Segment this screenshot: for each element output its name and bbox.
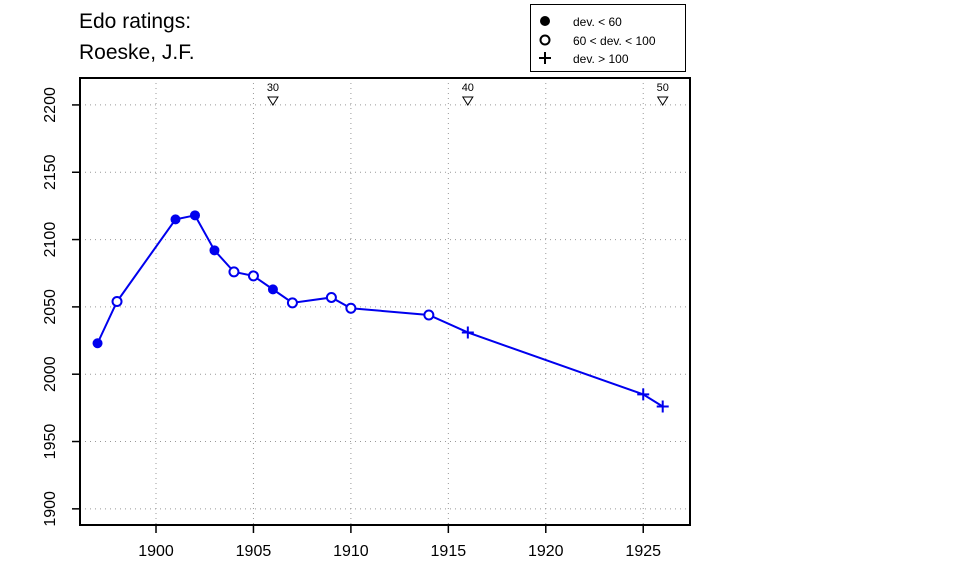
filled-circle-icon: [540, 16, 550, 26]
series-line: [96, 214, 664, 408]
data-point-open: [286, 297, 298, 309]
legend-label: dev. > 100: [573, 52, 629, 66]
legend-label: 60 < dev. < 100: [573, 34, 656, 48]
x-tick-label: 1915: [431, 543, 467, 560]
y-tick-label: 2000: [42, 356, 59, 392]
data-point-open: [111, 296, 123, 307]
annotation-down-triangle: [267, 96, 279, 106]
data-point-open: [247, 270, 259, 282]
data-point-open: [325, 291, 337, 303]
legend-item-filled-circle: dev. < 60: [531, 13, 685, 31]
annotation-label: 50: [657, 82, 669, 94]
y-tick-label: 1950: [42, 424, 59, 460]
data-point-plus: [637, 388, 650, 401]
plus-icon: [539, 52, 551, 64]
annotation-label: 40: [462, 82, 474, 94]
data-point-open: [228, 266, 240, 278]
y-tick-label: 2200: [42, 87, 59, 123]
chart-title-line-2: Roeske, J.F.: [79, 41, 195, 64]
annotation-down-triangle: [461, 96, 474, 106]
x-tick-label: 1905: [236, 543, 272, 560]
x-tick-label: 1900: [138, 543, 174, 560]
data-point-filled: [267, 284, 278, 295]
data-point-plus: [656, 400, 669, 413]
x-tick-label: 1920: [528, 543, 564, 560]
open-circle-icon: [539, 34, 551, 46]
data-point-filled: [170, 214, 181, 225]
legend-item-plus: dev. > 100: [531, 50, 685, 68]
y-tick-label: 2050: [42, 289, 59, 325]
data-point-plus: [461, 326, 474, 339]
x-tick-label: 1925: [625, 543, 661, 560]
x-tick-label: 1910: [333, 543, 369, 560]
data-point-filled: [209, 245, 220, 256]
legend-item-open-circle: 60 < dev. < 100: [531, 32, 685, 50]
legend: dev. < 60 60 < dev. < 100 dev. > 100: [530, 4, 686, 72]
plot-frame: [79, 77, 691, 526]
annotation-label: 30: [267, 82, 279, 94]
y-tick-label: 1900: [42, 491, 59, 527]
legend-label: dev. < 60: [573, 15, 622, 29]
y-tick-label: 2100: [42, 222, 59, 258]
annotation-down-triangle: [656, 96, 669, 106]
data-point-filled: [189, 210, 200, 221]
chart-title-line-1: Edo ratings:: [79, 10, 192, 33]
data-point-filled: [92, 338, 103, 349]
y-tick-label: 2150: [42, 154, 59, 190]
data-point-open: [423, 309, 435, 321]
data-point-open: [345, 302, 357, 314]
